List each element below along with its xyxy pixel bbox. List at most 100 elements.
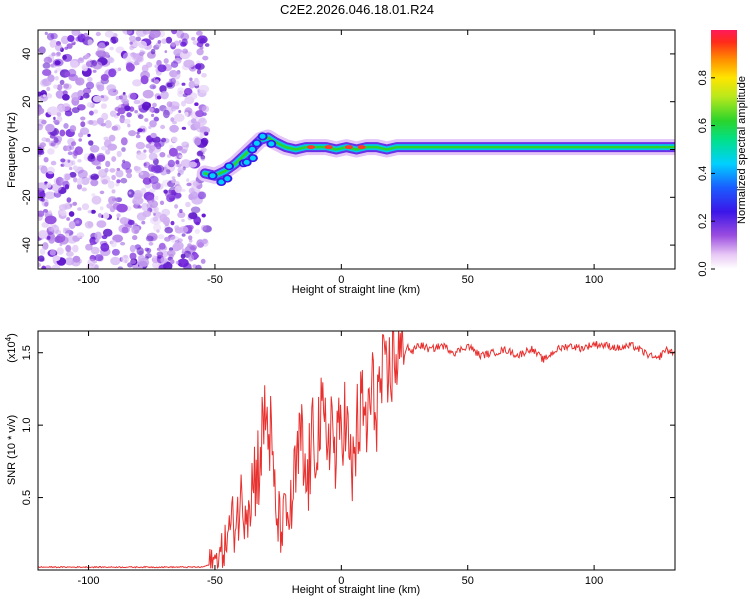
noise-speck [85,40,88,44]
noise-speck [141,202,149,211]
noise-speck [163,109,170,119]
noise-speck [133,99,140,105]
noise-speck [92,260,98,264]
noise-speck [116,179,121,184]
spectrogram-y-ticks: -40 -20 0 20 40 [21,48,675,253]
noise-speck [119,116,126,124]
ridge-blob-core [259,133,266,139]
noise-speck [66,197,72,203]
noise-speck [43,157,49,163]
noise-speck [129,41,133,45]
noise-speck [177,172,181,177]
noise-speck [109,46,114,51]
noise-speck [58,204,68,211]
noise-speck [157,40,162,44]
noise-speck [41,266,47,269]
noise-speck [129,252,137,260]
noise-speck [38,182,48,191]
colorbar-tick-label: 0.4 [697,166,709,181]
noise-speck [129,45,135,51]
noise-speck [46,235,51,240]
noise-speck [43,209,48,213]
noise-speck [78,32,82,36]
noise-speck [203,131,209,136]
noise-speck [60,158,66,163]
noise-speck [177,238,183,243]
noise-speck [188,254,195,262]
noise-speck [38,210,45,217]
noise-speck [67,35,75,42]
noise-speck [135,134,141,139]
noise-speck [49,39,58,48]
noise-speck [120,177,128,184]
snr-x-label: Height of straight line (km) [292,584,420,596]
noise-speck [89,254,96,262]
noise-speck [100,175,111,184]
noise-speck [69,171,77,178]
noise-speck [80,116,86,121]
noise-speck [127,123,131,128]
x-tick-label: 50 [462,274,474,286]
noise-speck [152,85,155,89]
noise-speck [48,224,55,232]
noise-speck [39,248,46,255]
noise-speck [87,221,94,228]
ridge-blob-core [243,159,250,165]
noise-speck [104,41,110,46]
noise-speck [175,160,180,165]
noise-speck [103,136,109,141]
noise-speck [188,187,195,194]
noise-speck [173,70,181,80]
noise-speck [49,249,56,256]
noise-speck [150,48,156,55]
noise-speck [159,105,167,112]
noise-speck [38,255,45,262]
noise-speck [150,164,162,174]
noise-speck [81,176,90,186]
noise-speck [182,93,188,98]
noise-speck [111,248,120,256]
noise-speck [44,31,48,35]
noise-speck [80,121,86,128]
noise-speck [38,146,44,155]
noise-speck [117,107,126,115]
noise-speck [134,229,139,234]
noise-speck [54,76,59,81]
noise-speck [87,133,91,137]
noise-speck [122,159,126,163]
noise-speck [188,235,193,241]
noise-speck [90,209,96,214]
noise-speck [64,173,71,181]
noise-speck [62,180,70,189]
noise-speck [107,180,115,189]
noise-speck [51,52,56,57]
noise-speck [63,83,70,89]
noise-speck [53,84,58,89]
noise-speck [200,258,206,264]
noise-speck [62,94,70,101]
noise-speck [111,125,119,131]
noise-speck [164,227,173,234]
noise-speck [87,39,93,46]
noise-speck [46,86,51,92]
noise-speck [151,181,161,190]
noise-speck [93,174,99,180]
noise-speck [115,182,120,187]
noise-speck [116,203,128,213]
noise-speck [138,40,147,49]
noise-speck [169,124,179,133]
noise-speck [179,226,189,234]
noise-speck [39,191,46,198]
noise-speck [41,137,48,142]
noise-speck [52,58,64,67]
noise-speck [71,92,81,101]
noise-speck [120,50,128,59]
noise-speck [175,260,179,265]
noise-speck [198,84,210,94]
noise-speck [141,220,146,225]
noise-speck [43,56,53,64]
noise-speck [122,52,133,61]
noise-speck [197,191,207,200]
noise-speck [171,42,176,47]
noise-speck [171,30,178,35]
